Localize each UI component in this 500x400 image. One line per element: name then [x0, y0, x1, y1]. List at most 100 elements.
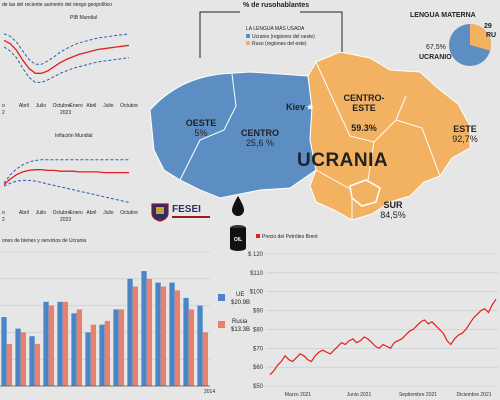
brent-x-tick: Junio 2021: [347, 392, 372, 398]
inflation-chart-title: Inflación Mundial: [55, 133, 93, 139]
inflation-x-tick: Julio: [35, 210, 47, 216]
trade-bar-russia: [160, 286, 166, 386]
oil-label: OIL: [234, 237, 242, 243]
region-center-east-pct: 59.3%: [351, 123, 377, 133]
trade-bar-eu: [127, 278, 133, 386]
mother-tongue-ru-label: RU: [486, 32, 497, 39]
region-center-label: CENTRO 25,6 %: [230, 128, 290, 148]
brent-y-tick: $80: [253, 327, 264, 333]
inflation-plot-bg: [0, 138, 135, 210]
trade-bar-russia: [146, 278, 152, 386]
legend-value-eu: $20.9B: [231, 300, 251, 306]
gdp-x-tick: Julio: [103, 103, 114, 109]
inflation-series-1: [3, 159, 129, 184]
title-connector: [199, 11, 343, 58]
brent-series-line: [269, 298, 497, 376]
brent-y-tick: $50: [253, 384, 264, 390]
map-legend-item-ru: Ruso (regiones del este): [246, 41, 315, 48]
mother-tongue-uk-pct: 67,5%: [426, 44, 446, 51]
legend-text-russian: Ruso (regiones del este): [252, 41, 307, 47]
brent-y-tick: $90: [253, 309, 264, 315]
brent-x-tick: Marzo 2021: [285, 392, 312, 398]
trade-bar-russia: [34, 343, 40, 386]
trade-bar-eu: [85, 332, 91, 386]
gdp-x-ticks: o Abril Julio Octubre Enero Abril Julio Octubre…: [0, 103, 138, 117]
legend-label-eu: UE: [236, 292, 245, 298]
trade-bar-russia: [48, 305, 54, 386]
inflation-x-tick: Abril: [86, 210, 97, 216]
inflation-x-tick: Octubre: [120, 210, 138, 216]
gdp-x-tick: o: [2, 103, 5, 109]
brent-chart: $ 120 $110 $100 $90 $80 $70 $60 $50 Marzo 2021 Ju…: [248, 252, 498, 398]
fesei-underline: [172, 216, 210, 218]
gdp-x-tick: Julio: [35, 103, 47, 109]
gdp-chart-title: PIB Mundial: [70, 15, 97, 21]
brent-x-tick: Diciembre 2021: [456, 392, 491, 398]
map-legend-item-uk: Ucranio (regiones del oeste): [246, 34, 315, 41]
inflation-x-tick: Abril: [18, 210, 29, 216]
trade-bar-eu: [1, 317, 7, 386]
legend-value-russia: $13.3B: [231, 327, 251, 333]
trade-bar-russia: [174, 290, 180, 386]
trade-bar-eu: [113, 309, 119, 386]
trade-bar-eu: [141, 271, 147, 386]
inflation-x-tick: Julio: [103, 210, 114, 216]
gdp-x-tick: Abril: [18, 103, 29, 109]
trade-bar-russia: [118, 309, 124, 386]
inflation-series-0: [3, 169, 129, 186]
region-east-name: ESTE: [453, 124, 477, 134]
map-legend: LA LENGUA MÁS USADA Ucranio (regiones de…: [246, 26, 315, 48]
gdp-series-1: [3, 33, 130, 65]
header-left-title: de las del reciente aumento del riesgo g…: [2, 2, 113, 8]
trade-bar-russia: [202, 332, 208, 386]
brent-y-tick: $70: [253, 346, 264, 352]
legend-swatch-russian: [246, 41, 250, 45]
region-center-name: CENTRO: [241, 128, 279, 138]
mother-tongue-ru-pct: 29: [484, 23, 492, 30]
gdp-series-0: [3, 39, 130, 74]
trade-bar-eu: [197, 305, 203, 386]
capital-star-icon: ★: [306, 102, 314, 112]
brent-y-tick: $110: [250, 271, 264, 277]
gdp-x-tick: Octubre: [52, 103, 71, 109]
trade-bar-russia: [132, 286, 138, 386]
region-east-pct: 92,7%: [452, 134, 478, 144]
trade-bar-russia: [76, 309, 82, 386]
gdp-plot-bg: [0, 20, 135, 102]
trade-bar-eu: [99, 324, 105, 386]
trade-bar-eu: [169, 282, 175, 386]
trade-bar-russia: [188, 309, 194, 386]
trade-bar-russia: [90, 324, 96, 386]
gdp-x-tick: Enero: [69, 103, 83, 109]
ukraine-map: ★: [149, 51, 471, 221]
oil-drop-icon: [232, 196, 244, 216]
map-legend-title: LA LENGUA MÁS USADA: [246, 26, 305, 32]
region-west-pct: 5%: [194, 128, 208, 138]
gdp-x-tick: Abril: [86, 103, 97, 109]
brent-y-tick: $ 120: [248, 252, 264, 258]
legend-swatch-russia: [218, 321, 225, 328]
pie-slice-russian: [470, 23, 492, 51]
mother-tongue-uk-label: UCRANIO: [419, 54, 452, 61]
brent-legend-label: Precio del Petróleo Brent: [262, 234, 318, 240]
region-west-name: OESTE: [185, 118, 217, 128]
trade-bar-eu: [155, 282, 161, 386]
gdp-chart: [0, 20, 135, 102]
region-crimea: [349, 179, 381, 207]
region-east-label: ESTE 92,7%: [440, 124, 490, 144]
trade-bar-russia: [20, 332, 26, 386]
brent-legend: Precio del Petróleo Brent: [256, 234, 318, 240]
mother-tongue-title: LENGUA MATERNA: [410, 12, 476, 19]
trade-bar-eu: [183, 297, 189, 386]
trade-x-end-label: 2014: [204, 389, 216, 395]
trade-chart: [0, 251, 210, 387]
inflation-x-tick: Octubre: [52, 210, 71, 216]
gdp-x-tick: Octubre: [120, 103, 138, 109]
trade-chart-title: ones de bienes y servicios de Ucrania: [2, 238, 87, 244]
trade-bar-eu: [71, 313, 77, 386]
gdp-year-label: 2023: [60, 110, 72, 116]
trade-bar-russia: [6, 343, 12, 386]
country-label: UCRANIA: [297, 150, 389, 171]
fesei-logo-text: FESEI: [172, 204, 201, 215]
legend-text-ukrainian: Ucranio (regiones del oeste): [252, 34, 315, 40]
